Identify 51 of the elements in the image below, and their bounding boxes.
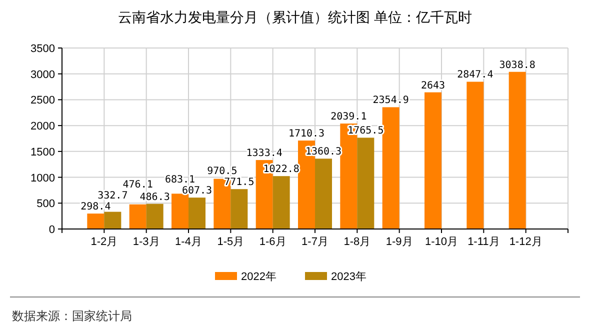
bar	[104, 212, 122, 229]
source-note: 数据来源：国家统计局	[12, 309, 132, 323]
x-tick-label: 1-5月	[217, 236, 244, 248]
data-label: 970.5	[207, 166, 238, 178]
data-label: 332.7	[98, 190, 128, 202]
data-label: 1710.3	[288, 128, 325, 140]
y-tick-label: 0	[48, 224, 55, 236]
x-tick-label: 1-12月	[509, 236, 542, 248]
bar	[382, 107, 400, 229]
chart-title: 云南省水力发电量分月（累计值）统计图 单位：亿千瓦时	[118, 9, 472, 25]
y-tick-label: 2500	[30, 94, 55, 107]
x-tick-label: 1-6月	[259, 236, 286, 248]
y-tick-label: 1500	[30, 146, 55, 158]
data-label: 486.3	[140, 192, 170, 203]
bar	[315, 158, 332, 229]
y-tick-label: 3500	[30, 43, 55, 55]
x-tick-label: 1-2月	[90, 236, 118, 248]
data-label: 2643	[420, 80, 446, 92]
bar	[87, 214, 104, 229]
bar	[188, 198, 206, 229]
y-tick-label: 2000	[30, 120, 55, 133]
data-label: 683.1	[164, 174, 196, 186]
x-tick-label: 1-3月	[132, 236, 160, 248]
y-tick-label: 500	[36, 198, 55, 210]
data-label: 2847.4	[457, 70, 494, 81]
bar	[172, 194, 188, 229]
data-label: 2039.1	[330, 112, 367, 123]
data-label: 298.4	[80, 202, 111, 213]
x-tick-label: 1-4月	[175, 236, 202, 248]
data-label: 607.3	[182, 186, 212, 197]
x-tick-label: 1-9月	[386, 236, 413, 248]
data-label: 476.1	[122, 180, 153, 191]
bar	[424, 92, 442, 229]
bar	[466, 82, 484, 229]
data-label: 3038.8	[499, 60, 536, 71]
y-tick-label: 3000	[30, 68, 55, 81]
legend-label: 2023年	[331, 271, 366, 283]
bar	[129, 204, 146, 229]
data-label: 2354.9	[372, 95, 409, 106]
bar	[146, 204, 164, 229]
x-tick-label: 1-10月	[424, 236, 458, 248]
data-label: 1333.4	[246, 148, 282, 160]
bar	[508, 72, 526, 229]
legend-label: 2022年	[241, 271, 276, 283]
bar	[230, 189, 248, 229]
bar	[357, 138, 374, 229]
x-tick-label: 1-7月	[302, 236, 328, 248]
y-tick-label: 1000	[30, 172, 55, 184]
x-tick-label: 1-8月	[344, 236, 371, 248]
bar	[272, 176, 290, 229]
x-tick-label: 1-11月	[468, 236, 500, 248]
